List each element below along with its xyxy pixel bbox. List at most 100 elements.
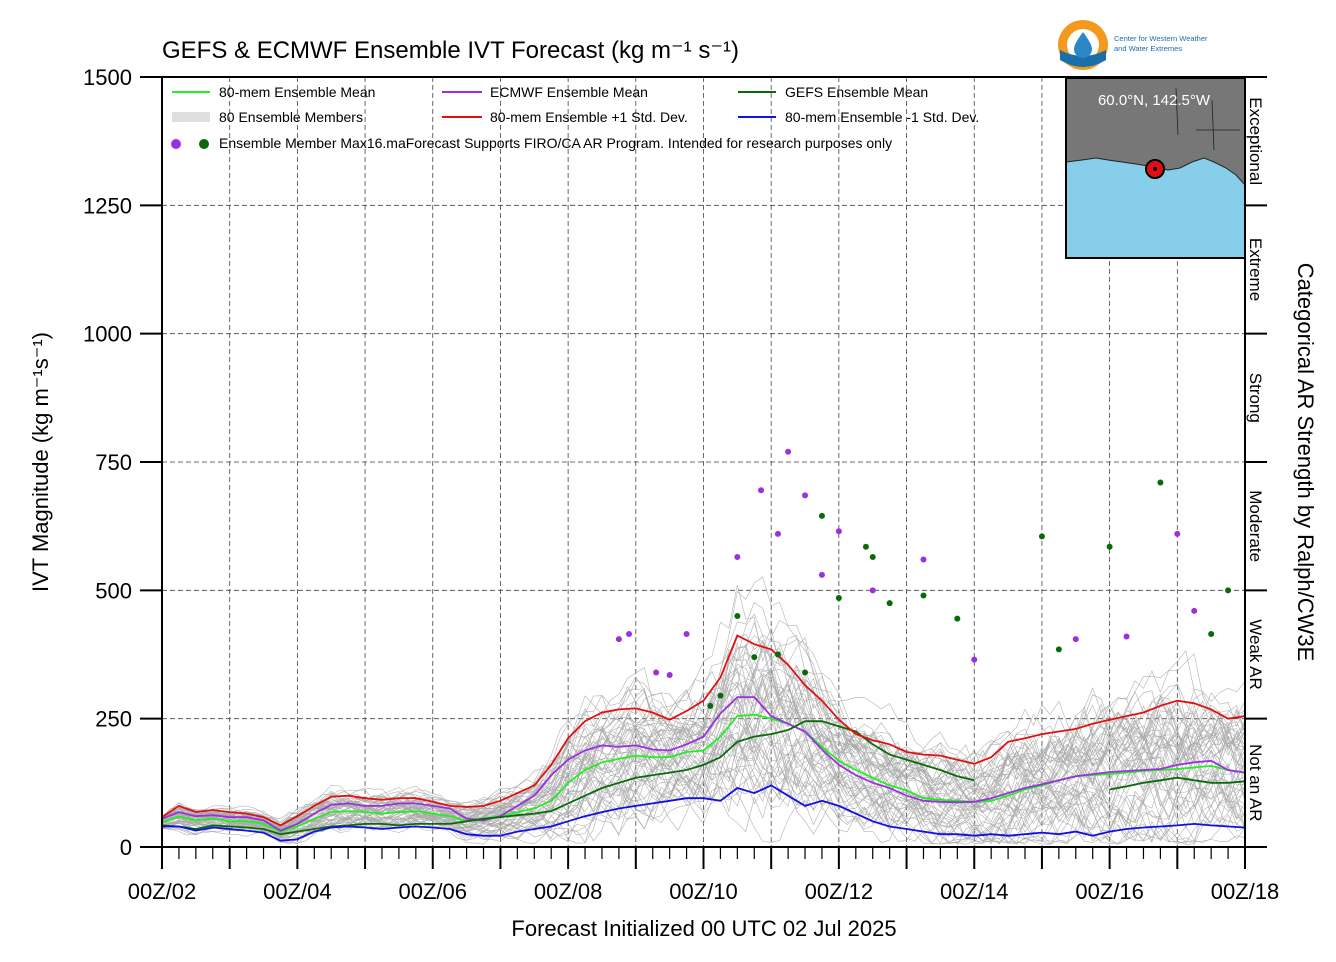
gefs-max-dot [717,692,724,699]
ensemble-member-line [161,697,1246,832]
ecmwf-max-dot [971,656,978,663]
ecmwf-max-dot [683,630,690,637]
legend-label-ecmwf-mean: ECMWF Ensemble Mean [490,84,648,100]
ensemble-member-line [161,723,1246,844]
legend-label-members: 80 Ensemble Members [219,109,363,125]
gefs-max-dot [1157,479,1164,486]
y-tick-label: 250 [95,707,132,732]
ecmwf-max-dot [1191,607,1198,614]
ensemble-member-line [161,741,1246,835]
gefs-max-dot [862,543,869,550]
map-location-label: 60.0°N, 142.5°W [1098,92,1211,109]
x-tick-label: 00Z/16 [1075,879,1144,904]
ensemble-member-line [161,681,1246,833]
x-tick-label: 00Z/10 [669,879,738,904]
logo-text-line1: Center for Western Weather [1114,34,1208,43]
ensemble-member-line [161,673,1246,824]
gefs-max-dot [1208,630,1215,637]
legend-label-gefs-mean: GEFS Ensemble Mean [785,84,928,100]
x-tick-label: 00Z/02 [128,879,197,904]
ensemble-member-line [161,601,1246,829]
cw3e-logo: Center for Western Weather and Water Ext… [1058,20,1208,70]
legend-dot-gefs [199,139,209,149]
gefs-max-dot [751,654,758,661]
y-tick-label: 500 [95,578,132,603]
location-map-inset: 60.0°N, 142.5°W [1065,77,1246,259]
series-line-2 [161,720,975,836]
category-label: Weak AR [1246,619,1265,690]
category-label: Not an AR [1246,744,1265,822]
category-label: Exceptional [1246,97,1265,185]
gefs-max-dot [818,512,825,519]
legend: 80-mem Ensemble Mean ECMWF Ensemble Mean… [171,84,979,151]
ensemble-member-line [162,765,1246,845]
ecmwf-max-dot [920,556,927,563]
y-axis-label: IVT Magnitude (kg m⁻¹s⁻¹) [28,332,53,592]
category-label: Moderate [1246,490,1265,562]
y-tick-label: 1250 [83,193,132,218]
ensemble-member-line [161,584,1246,823]
ecmwf-max-dot [802,492,809,499]
ecmwf-max-dot [653,669,660,676]
ecmwf-max-dot [785,448,792,455]
x-tick-label: 00Z/06 [399,879,468,904]
ensemble-member-line [161,658,1246,820]
legend-label-plus-std: 80-mem Ensemble +1 Std. Dev. [490,109,688,125]
ecmwf-max-dot [626,630,633,637]
gefs-max-dot [1038,533,1045,540]
ecmwf-max-dot [835,528,842,535]
ensemble-member-line [162,713,1246,839]
legend-dot-ecmwf [171,139,181,149]
category-label: Strong [1246,373,1265,423]
ecmwf-max-dot [869,587,876,594]
ensemble-member-line [161,674,1246,828]
legend-label-minus-std: 80-mem Ensemble -1 Std. Dev. [785,109,979,125]
gefs-max-dot [734,613,741,619]
ecmwf-max-dot [1174,530,1181,537]
gefs-max-dot [869,553,876,560]
ensemble-member-line [161,682,1246,832]
x-tick-label: 00Z/18 [1211,879,1280,904]
x-tick-label: 00Z/12 [805,879,874,904]
ensemble-member-line [161,645,1246,829]
x-tick-label: 00Z/08 [534,879,603,904]
map-land [1065,77,1246,187]
chart-title: GEFS & ECMWF Ensemble IVT Forecast (kg m… [162,37,739,64]
ecmwf-max-dot [666,672,673,679]
ecmwf-max-dot [1072,636,1079,643]
ecmwf-max-dot [818,571,825,578]
ecmwf-max-dot [774,530,781,537]
x-tick-label: 00Z/14 [940,879,1009,904]
ensemble-member-line [161,729,1246,845]
gefs-max-dot [835,595,842,602]
x-axis-label: Forecast Initialized 00 UTC 02 Jul 2025 [511,916,896,941]
gefs-max-dot [1106,543,1113,550]
y-tick-label: 750 [95,450,132,475]
y-tick-label: 1000 [83,322,132,347]
gefs-max-dot [802,669,809,676]
y-tick-label: 1500 [83,65,132,90]
ensemble-member-line [161,691,1246,835]
ensemble-member-line [161,668,1246,834]
gefs-max-dot [774,651,781,658]
ensemble-member-line [161,732,1246,845]
legend-label-80mem-mean: 80-mem Ensemble Mean [219,84,375,100]
ecmwf-max-dot [615,636,622,643]
logo-text-line2: and Water Extremes [1114,44,1182,53]
series-line-4 [161,634,1246,827]
y-tick-label: 0 [120,835,132,860]
legend-swatch-members [172,112,210,122]
gefs-max-dot [1225,587,1232,594]
gefs-max-dot [1055,646,1062,653]
gefs-max-dot [886,600,893,607]
ecmwf-max-dot [734,553,741,560]
gefs-max-dot [920,592,927,599]
right-axis-label: Categorical AR Strength by Ralph/CW3E [1293,263,1318,662]
gefs-max-dot [954,615,961,622]
ecmwf-max-dot [758,487,765,494]
ensemble-member-line [161,745,1246,845]
gefs-max-dot [707,702,714,709]
ensemble-member-line [161,642,1246,828]
series-line-1 [161,696,1246,832]
